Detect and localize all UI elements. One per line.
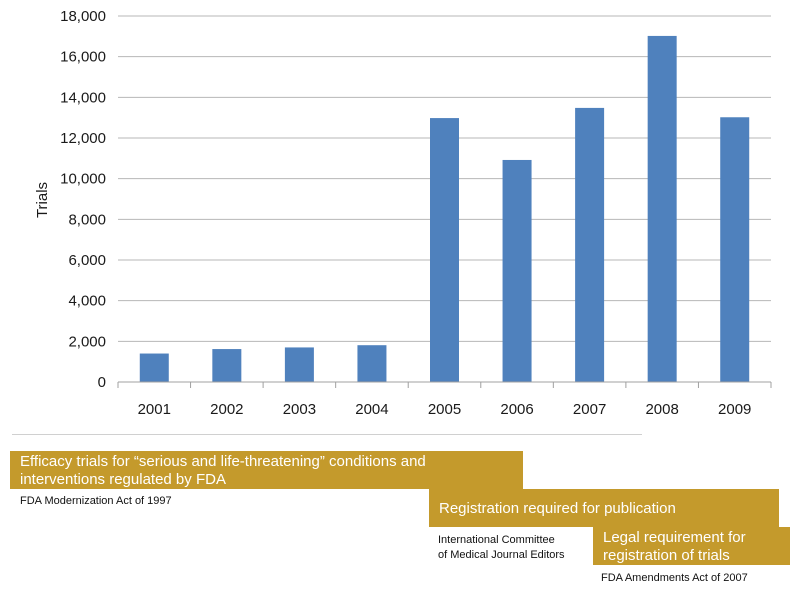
annotation-caption-fdaaa: FDA Amendments Act of 2007 bbox=[601, 571, 748, 586]
bar-2001 bbox=[139, 353, 169, 382]
divider-line bbox=[12, 434, 642, 435]
y-tick-label: 10,000 bbox=[60, 171, 106, 188]
band-text-line: interventions regulated by FDA bbox=[20, 471, 226, 488]
caption-line: FDA Amendments Act of 2007 bbox=[601, 572, 748, 584]
y-tick-label: 14,000 bbox=[60, 89, 106, 106]
bar-2005 bbox=[430, 118, 459, 382]
x-tick-label-2002: 2002 bbox=[210, 401, 243, 418]
y-tick-label: 0 bbox=[98, 374, 106, 391]
bar-2002 bbox=[212, 349, 242, 382]
bar-2006 bbox=[502, 159, 532, 382]
annotation-band-fdaaa: Legal requirement for registration of tr… bbox=[593, 527, 790, 565]
y-tick-label: 16,000 bbox=[60, 49, 106, 66]
caption-line: International Committee bbox=[438, 534, 555, 546]
annotation-caption-icmje: International Committee of Medical Journ… bbox=[438, 533, 565, 563]
annotation-band-fda-modernization: Efficacy trials for “serious and life-th… bbox=[10, 451, 523, 489]
x-tick-label-2001: 2001 bbox=[138, 401, 171, 418]
bar-series bbox=[139, 35, 750, 382]
band-text-line: registration of trials bbox=[603, 547, 730, 564]
x-tick-label-2008: 2008 bbox=[645, 401, 678, 418]
x-tick-label-2004: 2004 bbox=[355, 401, 388, 418]
y-axis-label: Trials bbox=[34, 182, 51, 218]
y-tick-label: 4,000 bbox=[68, 293, 106, 310]
x-axis-ticks: 2001 2002 2003 2004 2005 2006 2007 2008 2009 bbox=[117, 382, 772, 418]
band-text-line: Registration required for publication bbox=[439, 500, 676, 517]
y-axis-ticks: 0 2,000 4,000 6,000 8,000 10,000 12,000 14,000 1… bbox=[60, 8, 106, 391]
x-tick-label-2005: 2005 bbox=[428, 401, 461, 418]
bar-2009 bbox=[720, 117, 750, 382]
y-tick-label: 8,000 bbox=[68, 211, 106, 228]
y-tick-label: 2,000 bbox=[68, 333, 106, 350]
bar-2007 bbox=[575, 107, 605, 382]
y-tick-label: 18,000 bbox=[60, 8, 106, 25]
bar-2008 bbox=[647, 35, 677, 382]
x-tick-label-2003: 2003 bbox=[283, 401, 316, 418]
x-tick-label-2007: 2007 bbox=[573, 401, 606, 418]
annotation-caption-fda-modernization: FDA Modernization Act of 1997 bbox=[20, 494, 172, 509]
x-tick-label-2006: 2006 bbox=[500, 401, 533, 418]
caption-line: of Medical Journal Editors bbox=[438, 549, 565, 561]
bar-2004 bbox=[357, 345, 387, 382]
band-text-line: Legal requirement for bbox=[603, 529, 746, 546]
bar-2003 bbox=[284, 347, 314, 382]
band-text-line: Efficacy trials for “serious and life-th… bbox=[20, 453, 426, 470]
annotation-band-icmje: Registration required for publication bbox=[429, 489, 779, 527]
x-tick-label-2009: 2009 bbox=[718, 401, 751, 418]
caption-line: FDA Modernization Act of 1997 bbox=[20, 495, 172, 507]
y-tick-label: 12,000 bbox=[60, 130, 106, 147]
y-tick-label: 6,000 bbox=[68, 252, 106, 269]
bar-chart: 0 2,000 4,000 6,000 8,000 10,000 12,000 14,000 1… bbox=[34, 8, 772, 418]
